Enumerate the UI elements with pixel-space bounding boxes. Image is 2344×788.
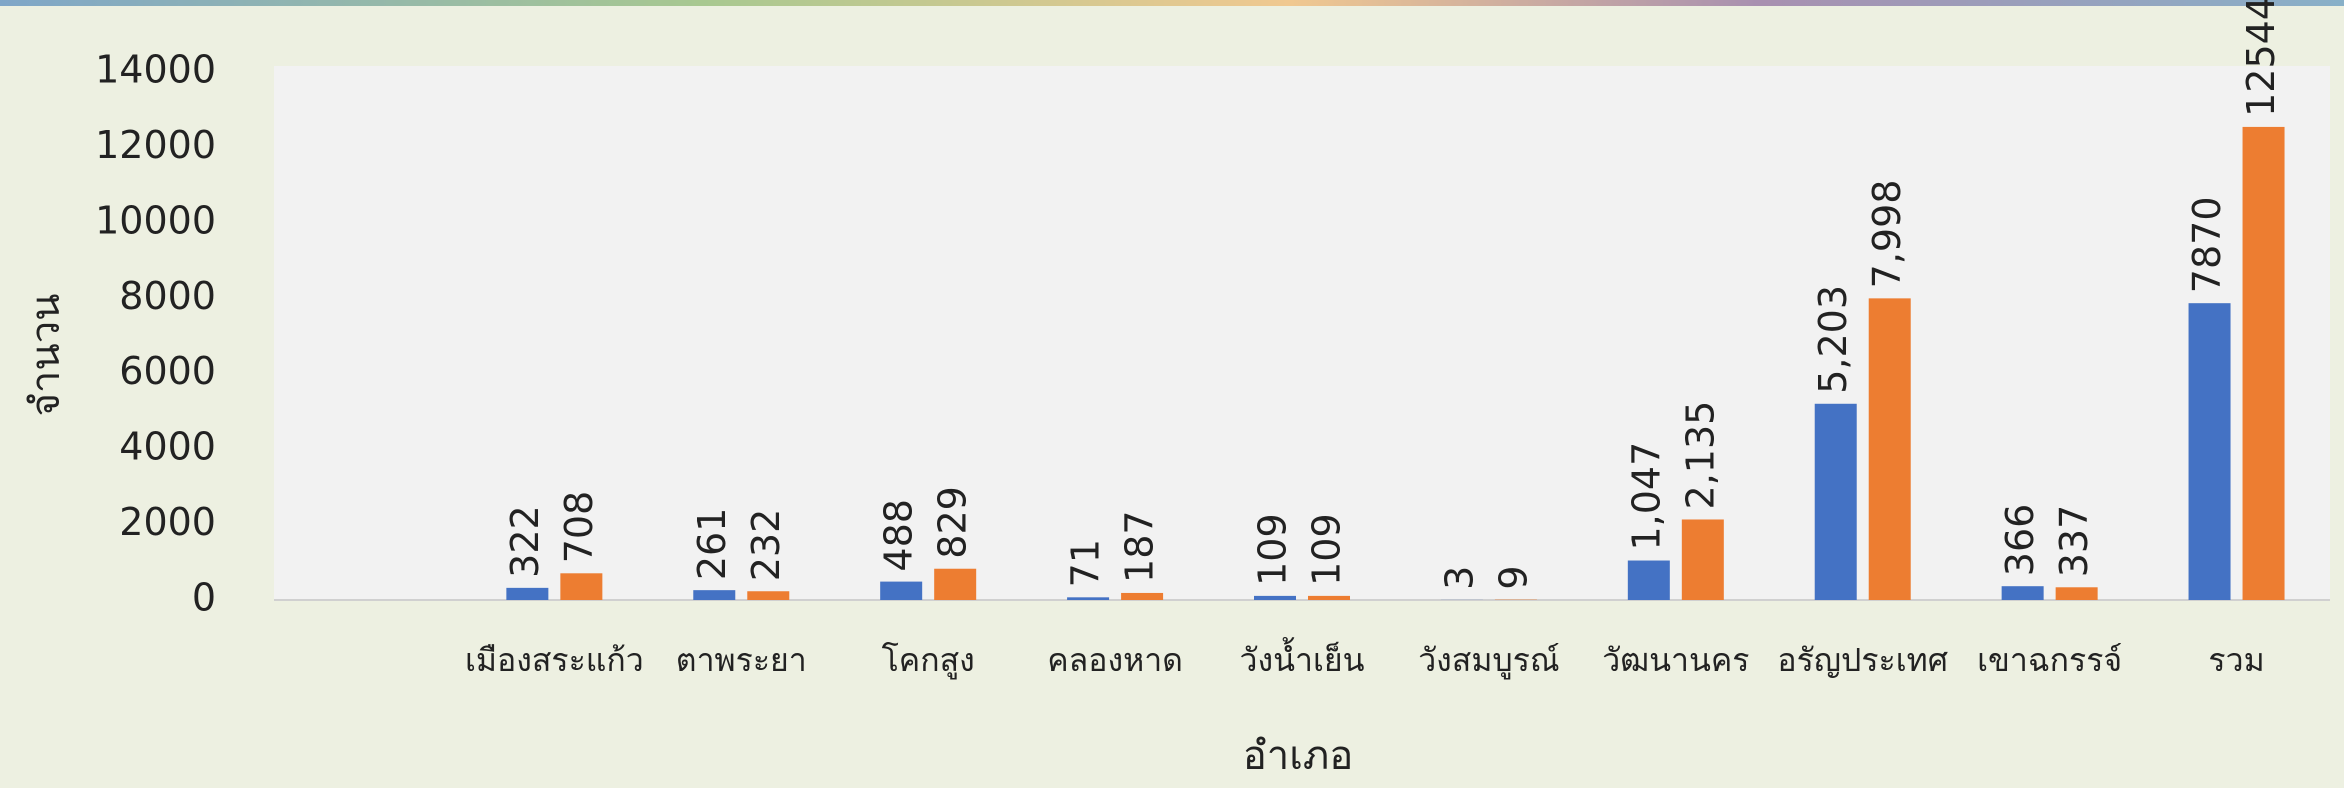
data-label: 232 (744, 509, 788, 582)
x-tick-label: วังสมบูรณ์ (1418, 641, 1559, 680)
data-label: 261 (690, 508, 734, 581)
bar (1308, 595, 1350, 600)
bar (693, 590, 736, 600)
bar (1868, 298, 1911, 600)
bar (1121, 592, 1164, 600)
x-tick-label: วัฒนานคร (1602, 641, 1749, 679)
data-label: 3 (1437, 566, 1481, 590)
data-label: 9 (1491, 565, 1535, 589)
data-label: 2,135 (1678, 401, 1722, 510)
plot-area (274, 66, 2330, 600)
x-tick-label: คลองหาด (1047, 641, 1183, 679)
data-label: 322 (503, 505, 547, 578)
data-label: 7,998 (1865, 180, 1909, 289)
x-tick-label: เขาฉกรรจ์ (1977, 641, 2122, 679)
data-label: 366 (1998, 504, 2042, 577)
bar (1067, 597, 1110, 600)
y-tick-label: 12000 (95, 123, 216, 167)
data-label: 337 (2052, 505, 2096, 578)
x-tick-label: โคกสูง (882, 641, 975, 680)
bar (1681, 519, 1724, 600)
y-tick-label: 0 (192, 576, 216, 620)
bar (2242, 126, 2285, 601)
x-axis-title: อำเภอ (1243, 733, 1354, 779)
data-label: 71 (1064, 539, 1108, 587)
bar (2188, 303, 2231, 600)
bar (506, 587, 549, 600)
y-tick-label: 4000 (119, 425, 216, 469)
bar (880, 581, 923, 600)
data-label: 488 (877, 499, 921, 572)
y-tick-label: 14000 (95, 48, 216, 92)
y-tick-label: 10000 (95, 198, 216, 242)
y-tick-label: 2000 (119, 500, 216, 544)
bar (1627, 560, 1670, 600)
bar (560, 573, 603, 600)
y-tick-label: 6000 (119, 349, 216, 393)
y-axis-title: จำนวน (23, 293, 69, 416)
top-strip (0, 0, 2344, 6)
x-tick-label: วังน้ำเย็น (1240, 637, 1365, 679)
x-tick-label: ตาพระยา (676, 641, 807, 679)
bar (2055, 587, 2098, 600)
bar (747, 591, 790, 600)
data-label: 829 (931, 486, 975, 559)
data-label: 5,203 (1811, 285, 1855, 394)
data-label: 12544 (2239, 0, 2283, 117)
bar (1814, 403, 1857, 600)
x-tick-label: รวม (2208, 641, 2264, 679)
data-label: 109 (1251, 513, 1295, 586)
bar (934, 568, 977, 600)
bar (2001, 586, 2044, 600)
y-tick-label: 8000 (119, 274, 216, 318)
data-label: 7870 (2185, 196, 2229, 293)
data-label: 708 (557, 491, 601, 564)
bar (1254, 595, 1296, 600)
data-label: 109 (1305, 513, 1349, 586)
data-label: 1,047 (1624, 442, 1668, 551)
x-tick-label: เมืองสระแก้ว (465, 641, 644, 679)
x-tick-label: อรัญประเทศ (1777, 641, 1948, 679)
data-label: 187 (1118, 510, 1162, 583)
